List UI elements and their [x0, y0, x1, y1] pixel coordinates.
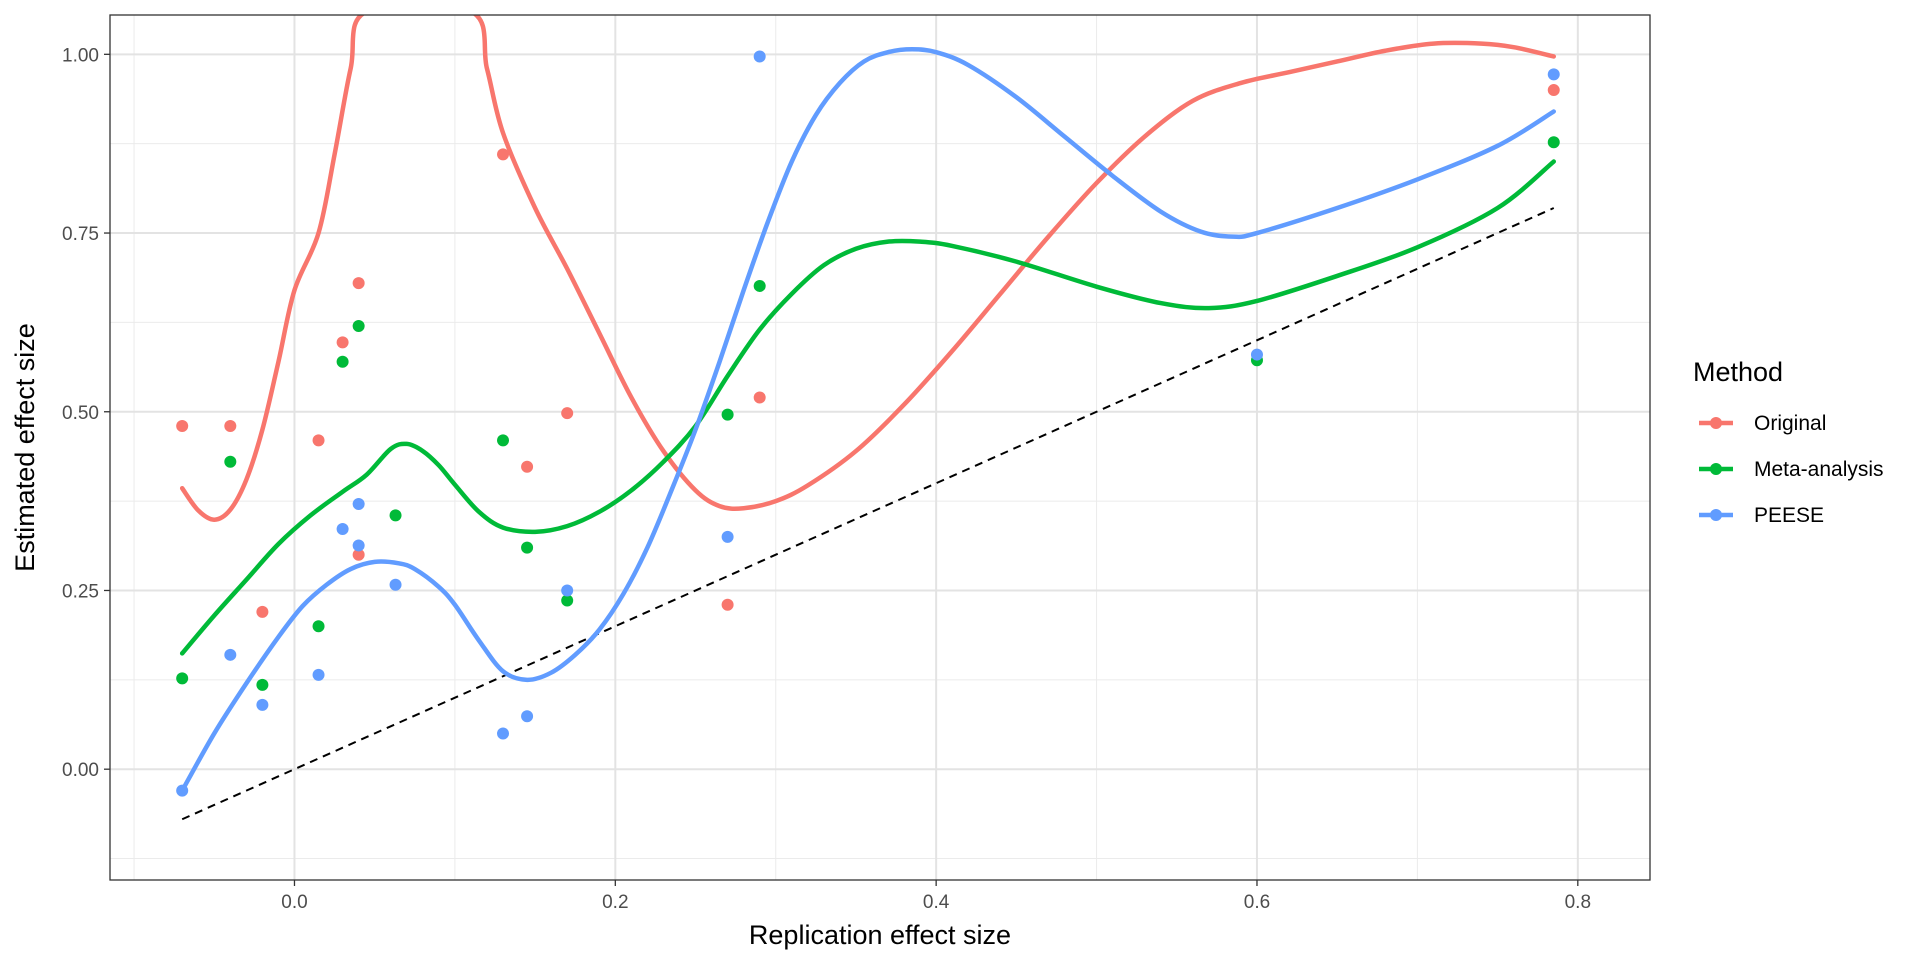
data-point-peese	[312, 668, 325, 681]
data-point-original	[721, 598, 734, 611]
data-point-meta-analysis	[721, 408, 734, 421]
panel-border	[109, 14, 1651, 881]
data-point-meta-analysis	[312, 620, 325, 633]
data-point-original	[753, 391, 766, 404]
data-point-original	[352, 277, 365, 290]
minor-gridlines	[110, 15, 1650, 880]
y-tick-label: 0.25	[62, 581, 99, 602]
data-point-peese	[256, 698, 269, 711]
x-axis-ticks: 0.0 0.2 0.4 0.6 0.8	[281, 880, 1591, 913]
data-point-meta-analysis	[352, 319, 365, 332]
data-point-meta-analysis	[497, 434, 510, 447]
smooth-lines	[179, 15, 1556, 793]
y-tick-label: 0.75	[62, 224, 99, 245]
data-point-peese	[1547, 68, 1560, 81]
smooth-line-meta-analysis	[179, 159, 1556, 656]
data-point-meta-analysis	[224, 455, 237, 468]
data-point-original	[176, 420, 189, 433]
data-point-meta-analysis	[521, 541, 534, 554]
data-point-original	[497, 148, 510, 161]
x-tick-label: 0.2	[602, 892, 628, 913]
data-point-original	[521, 460, 534, 473]
x-tick-label: 0.4	[923, 892, 950, 913]
data-point-meta-analysis	[753, 279, 766, 292]
data-point-peese	[561, 584, 574, 597]
legend-key-point-meta-analysis	[1710, 463, 1722, 475]
data-point-peese	[721, 530, 734, 543]
data-point-peese	[753, 50, 766, 63]
data-point-peese	[389, 578, 402, 591]
data-point-original	[256, 605, 269, 618]
data-points	[176, 50, 1560, 797]
y-tick-label: 0.50	[62, 403, 99, 424]
y-tick-label: 1.00	[62, 45, 99, 66]
legend-title: Method	[1693, 357, 1783, 387]
legend-key-point-original	[1710, 417, 1722, 429]
data-point-peese	[497, 727, 510, 740]
y-axis-ticks: 0.00 0.25 0.50 0.75 1.00	[62, 45, 110, 781]
legend-label-meta-analysis: Meta-analysis	[1754, 458, 1884, 481]
x-tick-label: 0.6	[1244, 892, 1270, 913]
x-tick-label: 0.8	[1565, 892, 1591, 913]
data-point-meta-analysis	[336, 355, 349, 368]
data-point-original	[352, 548, 365, 561]
y-axis-title: Estimated effect size	[10, 323, 40, 572]
data-point-meta-analysis	[176, 672, 189, 685]
data-point-peese	[1250, 348, 1263, 361]
data-point-original	[336, 336, 349, 349]
data-point-peese	[336, 522, 349, 535]
reference-line-group	[181, 207, 1555, 821]
data-point-peese	[352, 497, 365, 510]
data-point-meta-analysis	[256, 678, 269, 691]
y-tick-label: 0.00	[62, 760, 99, 781]
data-point-peese	[352, 539, 365, 552]
major-gridlines	[110, 15, 1650, 880]
data-point-meta-analysis	[561, 594, 574, 607]
data-point-meta-analysis	[1547, 136, 1560, 149]
data-point-peese	[521, 710, 534, 723]
legend-key-point-peese	[1710, 509, 1722, 521]
data-point-original	[312, 434, 325, 447]
data-point-original	[1547, 84, 1560, 97]
legend: Method Original Meta-analysis PEESE	[1693, 357, 1884, 527]
legend-label-original: Original	[1754, 412, 1826, 435]
x-axis-title: Replication effect size	[749, 920, 1011, 950]
data-point-meta-analysis	[389, 509, 402, 522]
x-tick-label: 0.0	[281, 892, 307, 913]
smooth-line-peese	[179, 47, 1556, 793]
reference-line-dashed	[181, 207, 1555, 821]
data-point-original	[561, 407, 574, 420]
data-point-peese	[176, 784, 189, 797]
data-point-original	[224, 420, 237, 433]
legend-label-peese: PEESE	[1754, 504, 1824, 527]
data-point-peese	[224, 648, 237, 661]
